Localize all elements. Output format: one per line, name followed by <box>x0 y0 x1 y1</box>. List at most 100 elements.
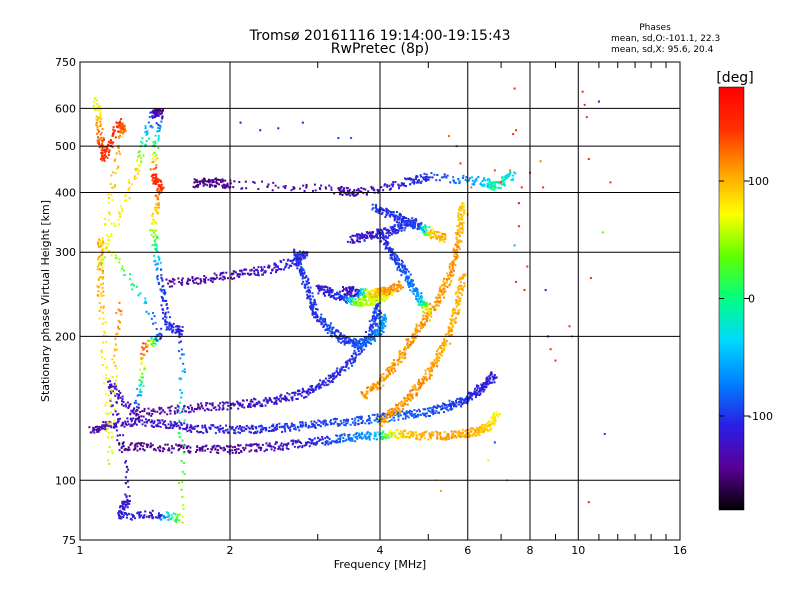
data-point <box>479 388 482 391</box>
data-point <box>450 333 453 336</box>
data-point <box>415 388 418 391</box>
data-point <box>373 236 376 239</box>
data-point <box>141 419 144 422</box>
data-point <box>419 300 422 303</box>
data-point <box>373 315 376 318</box>
data-point <box>427 438 430 441</box>
data-point <box>352 287 355 290</box>
data-point <box>398 221 401 224</box>
data-point <box>253 443 256 446</box>
data-point <box>430 411 433 414</box>
data-point <box>226 277 229 280</box>
data-point <box>332 375 335 378</box>
data-point <box>488 183 491 186</box>
data-point <box>303 276 306 279</box>
data-point <box>491 418 494 421</box>
data-point <box>151 412 154 415</box>
data-point <box>439 345 442 348</box>
data-point <box>314 388 317 391</box>
data-point <box>436 304 439 307</box>
data-point <box>484 179 487 182</box>
data-point <box>379 379 382 382</box>
data-point <box>309 388 312 391</box>
data-point <box>294 426 297 429</box>
data-point <box>424 375 427 378</box>
data-point <box>387 370 390 373</box>
data-point <box>104 242 107 245</box>
data-point <box>450 270 453 273</box>
data-point <box>324 186 327 189</box>
data-point <box>272 423 275 426</box>
data-point <box>486 425 489 428</box>
data-point <box>107 140 110 143</box>
data-point <box>221 408 224 411</box>
data-point <box>398 409 401 412</box>
data-point <box>288 428 291 431</box>
data-point <box>209 426 212 429</box>
data-point <box>440 404 443 407</box>
data-point <box>350 294 353 297</box>
data-point <box>497 415 500 418</box>
data-point <box>344 419 347 422</box>
data-point <box>487 178 490 181</box>
data-point <box>346 186 349 189</box>
data-point <box>386 236 389 239</box>
data-point <box>357 189 360 192</box>
data-point <box>396 268 399 271</box>
data-point <box>393 408 396 411</box>
data-point <box>345 336 348 339</box>
data-point <box>257 425 260 428</box>
data-point <box>366 294 369 297</box>
data-point <box>404 265 407 268</box>
data-point <box>353 423 356 426</box>
data-point <box>407 283 410 286</box>
data-point <box>376 228 379 231</box>
data-point <box>225 445 228 448</box>
data-point <box>147 443 150 446</box>
data-point <box>167 282 170 285</box>
data-point <box>295 253 298 256</box>
data-point <box>382 323 385 326</box>
data-point <box>458 221 461 224</box>
data-point <box>195 407 198 410</box>
data-point <box>495 411 498 414</box>
data-point <box>261 268 264 271</box>
data-point <box>360 347 363 350</box>
data-point <box>302 388 305 391</box>
data-point <box>395 284 398 287</box>
data-point <box>318 320 321 323</box>
data-point <box>457 292 460 295</box>
data-point <box>414 327 417 330</box>
data-point <box>250 268 253 271</box>
data-point <box>502 181 505 184</box>
data-point <box>150 409 153 412</box>
data-point <box>376 386 379 389</box>
data-point <box>444 290 447 293</box>
data-point <box>256 430 259 433</box>
data-point <box>336 373 339 376</box>
data-point <box>455 237 458 240</box>
data-point <box>223 448 226 451</box>
data-point <box>323 421 326 424</box>
data-point <box>245 268 248 271</box>
data-point <box>352 339 355 342</box>
data-point <box>375 289 378 292</box>
data-point <box>338 424 341 427</box>
data-point <box>458 432 461 435</box>
data-point <box>461 225 464 228</box>
data-point <box>101 153 104 156</box>
data-point <box>292 186 295 189</box>
data-point <box>112 134 115 137</box>
data-point <box>118 223 121 226</box>
data-point <box>401 266 404 269</box>
data-point <box>207 178 210 181</box>
data-point <box>211 277 214 280</box>
data-point <box>407 178 410 181</box>
data-point <box>346 292 349 295</box>
data-point <box>186 423 189 426</box>
data-point <box>188 426 191 429</box>
data-point <box>386 295 389 298</box>
data-point <box>468 177 471 180</box>
data-point <box>398 269 401 272</box>
data-point <box>300 254 303 257</box>
